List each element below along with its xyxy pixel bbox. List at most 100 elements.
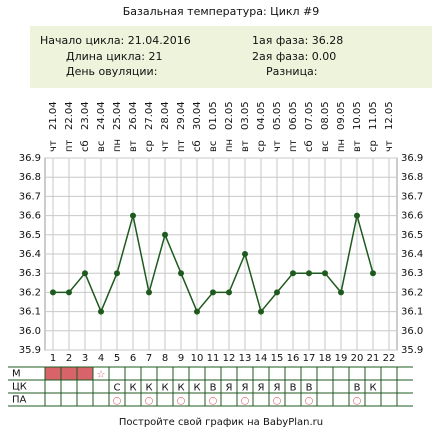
y2-tick-label: 36.0 [401, 326, 423, 337]
temperature-point [258, 308, 264, 315]
footer: Постройте свой график на BabyPlan.ru [119, 417, 323, 428]
day-number: 16 [287, 353, 300, 364]
row-cell: ☆ [97, 370, 106, 381]
day-number: 6 [130, 353, 136, 364]
date-label: 26.04 [128, 101, 139, 130]
temperature-point [370, 270, 376, 277]
weekday-label: чт [48, 140, 59, 152]
date-label: 30.04 [192, 101, 203, 130]
day-number: 10 [191, 353, 204, 364]
weekday-label: ср [144, 140, 155, 152]
day-number: 12 [223, 353, 236, 364]
day-number: 20 [351, 353, 364, 364]
day-number: 7 [146, 353, 152, 364]
y-tick-label: 36.5 [19, 230, 41, 241]
date-label: 03.05 [240, 101, 251, 130]
date-label: 22.04 [64, 101, 75, 130]
phase2: 2ая фаза: 0.00 [252, 50, 336, 63]
date-label: 10.05 [352, 101, 363, 130]
temperature-point [226, 289, 232, 296]
temperature-point [98, 308, 104, 315]
day-number: 15 [271, 353, 284, 364]
y2-tick-label: 36.4 [401, 249, 423, 260]
y-tick-label: 36.4 [19, 249, 41, 260]
temperature-point [146, 289, 152, 296]
y-tick-label: 36.6 [19, 211, 41, 222]
day-number: 17 [303, 353, 316, 364]
row-cell: ○ [305, 396, 314, 407]
y-tick-label: 36.0 [19, 326, 41, 337]
weekday-label: ср [368, 140, 379, 152]
day-number: 9 [178, 353, 184, 364]
row-cell: ○ [113, 396, 122, 407]
y2-tick-label: 36.2 [401, 287, 423, 298]
weekday-label: сб [304, 140, 315, 152]
ovulation-day: День овуляции: [66, 65, 157, 78]
temperature-point [66, 289, 72, 296]
row-cell: К [369, 383, 376, 394]
weekday-label: вт [352, 140, 363, 152]
date-label: 25.04 [112, 101, 123, 130]
weekday-label: вт [128, 140, 139, 152]
weekday-label: вс [96, 141, 107, 152]
date-label: 04.05 [256, 101, 267, 130]
y2-tick-label: 36.5 [401, 230, 423, 241]
menstruation-cell [77, 367, 93, 380]
date-label: 12.05 [384, 101, 395, 130]
weekday-label: пн [224, 139, 235, 152]
row-cell: В [354, 383, 361, 394]
row-cell: ○ [241, 396, 250, 407]
day-number: 19 [335, 353, 348, 364]
temperature-point [322, 270, 328, 277]
y2-tick-label: 36.3 [401, 268, 423, 279]
day-number: 5 [114, 353, 120, 364]
row-cell: В [306, 383, 313, 394]
y-tick-label: 36.3 [19, 268, 41, 279]
temperature-point [338, 289, 344, 296]
day-number: 13 [239, 353, 252, 364]
day-number: 14 [255, 353, 268, 364]
day-number: 1 [50, 353, 56, 364]
row-cell: ○ [209, 396, 218, 407]
row-label: М [12, 369, 21, 380]
y-tick-label: 35.9 [19, 345, 41, 356]
date-label: 09.05 [336, 101, 347, 130]
y2-tick-label: 36.8 [401, 172, 423, 183]
day-number: 18 [319, 353, 332, 364]
weekday-label: ср [256, 140, 267, 152]
temperature-point [354, 212, 360, 219]
phase1: 1ая фаза: 36.28 [252, 34, 343, 47]
weekday-label: чт [384, 140, 395, 152]
row-cell: К [145, 383, 152, 394]
row-cell: В [210, 383, 217, 394]
y-tick-label: 36.8 [19, 172, 41, 183]
chart-title: Базальная температура: Цикл #9 [123, 5, 320, 18]
y2-tick-label: 36.6 [401, 211, 423, 222]
difference: Разница: [266, 65, 318, 78]
row-cell: К [161, 383, 168, 394]
date-label: 01.05 [208, 101, 219, 130]
row-cell: Я [258, 383, 265, 394]
temperature-point [290, 270, 296, 277]
row-cell: В [290, 383, 297, 394]
temperature-point [178, 270, 184, 277]
temperature-point [162, 231, 168, 238]
y-tick-label: 36.2 [19, 287, 41, 298]
weekday-label: чт [272, 140, 283, 152]
y-tick-label: 36.9 [19, 153, 41, 164]
date-label: 02.05 [224, 101, 235, 130]
date-label: 11.05 [368, 101, 379, 130]
day-number: 22 [383, 353, 396, 364]
cycle-length: Длина цикла: 21 [66, 50, 162, 63]
temperature-point [242, 251, 248, 257]
y2-tick-label: 35.9 [401, 345, 423, 356]
day-number: 11 [207, 353, 220, 364]
row-label: ПА [12, 395, 27, 406]
temperature-point [82, 270, 88, 277]
weekday-label: сб [80, 140, 91, 152]
y-tick-label: 36.7 [19, 191, 41, 202]
weekday-label: вт [240, 140, 251, 152]
weekday-label: пн [112, 139, 123, 152]
date-label: 07.05 [304, 101, 315, 130]
